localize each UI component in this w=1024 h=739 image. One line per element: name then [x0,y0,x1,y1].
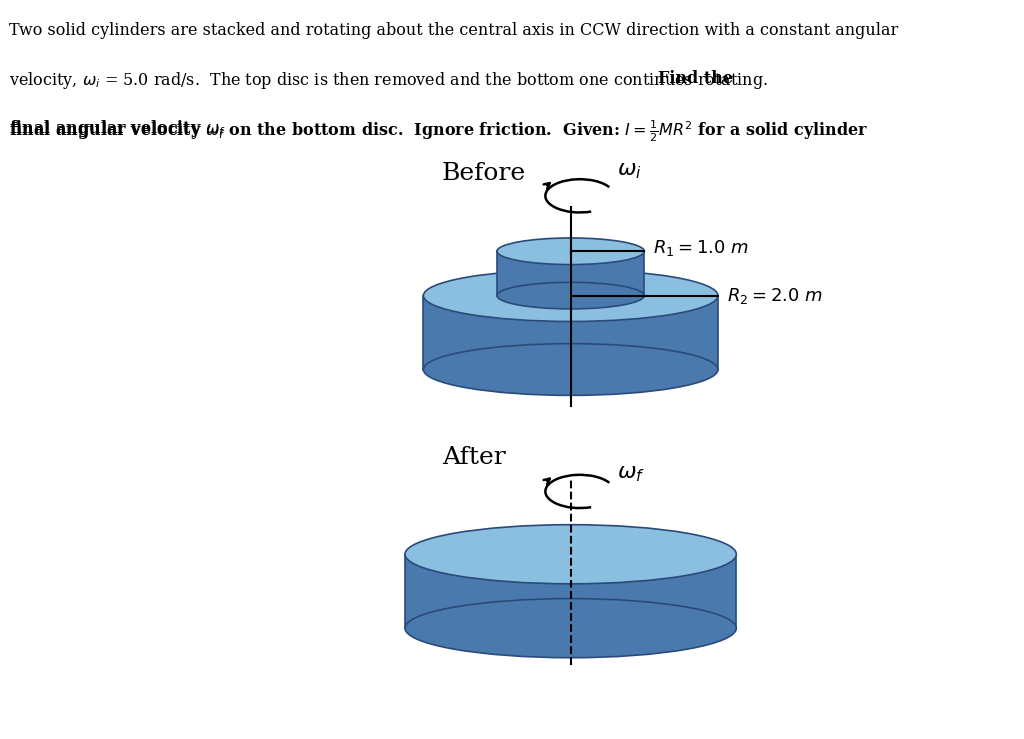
Text: Find the: Find the [658,70,733,87]
Polygon shape [497,251,644,296]
Ellipse shape [404,599,736,658]
Text: final angular velocity $\omega_f$ on the bottom disc.  Ignore friction.  Given: : final angular velocity $\omega_f$ on the… [9,118,868,144]
Ellipse shape [404,525,736,584]
Polygon shape [404,554,736,628]
Ellipse shape [497,238,644,265]
Text: $\omega_i$: $\omega_i$ [616,159,642,181]
Ellipse shape [423,270,718,321]
Text: velocity, $\omega_i$ = 5.0 rad/s.  The top disc is then removed and the bottom o: velocity, $\omega_i$ = 5.0 rad/s. The to… [9,70,775,91]
Ellipse shape [497,282,644,309]
Text: After: After [441,446,506,469]
Text: final angular velocity $\omega_f$: final angular velocity $\omega_f$ [9,118,226,139]
Text: Before: Before [441,162,526,185]
Ellipse shape [423,344,718,395]
Text: Two solid cylinders are stacked and rotating about the central axis in CCW direc: Two solid cylinders are stacked and rota… [9,22,898,39]
Text: $R_1 = 1.0\ m$: $R_1 = 1.0\ m$ [653,237,750,258]
Text: $R_2 = 2.0\ m$: $R_2 = 2.0\ m$ [727,285,823,306]
Text: $\omega_f$: $\omega_f$ [616,462,645,484]
Polygon shape [423,296,718,370]
